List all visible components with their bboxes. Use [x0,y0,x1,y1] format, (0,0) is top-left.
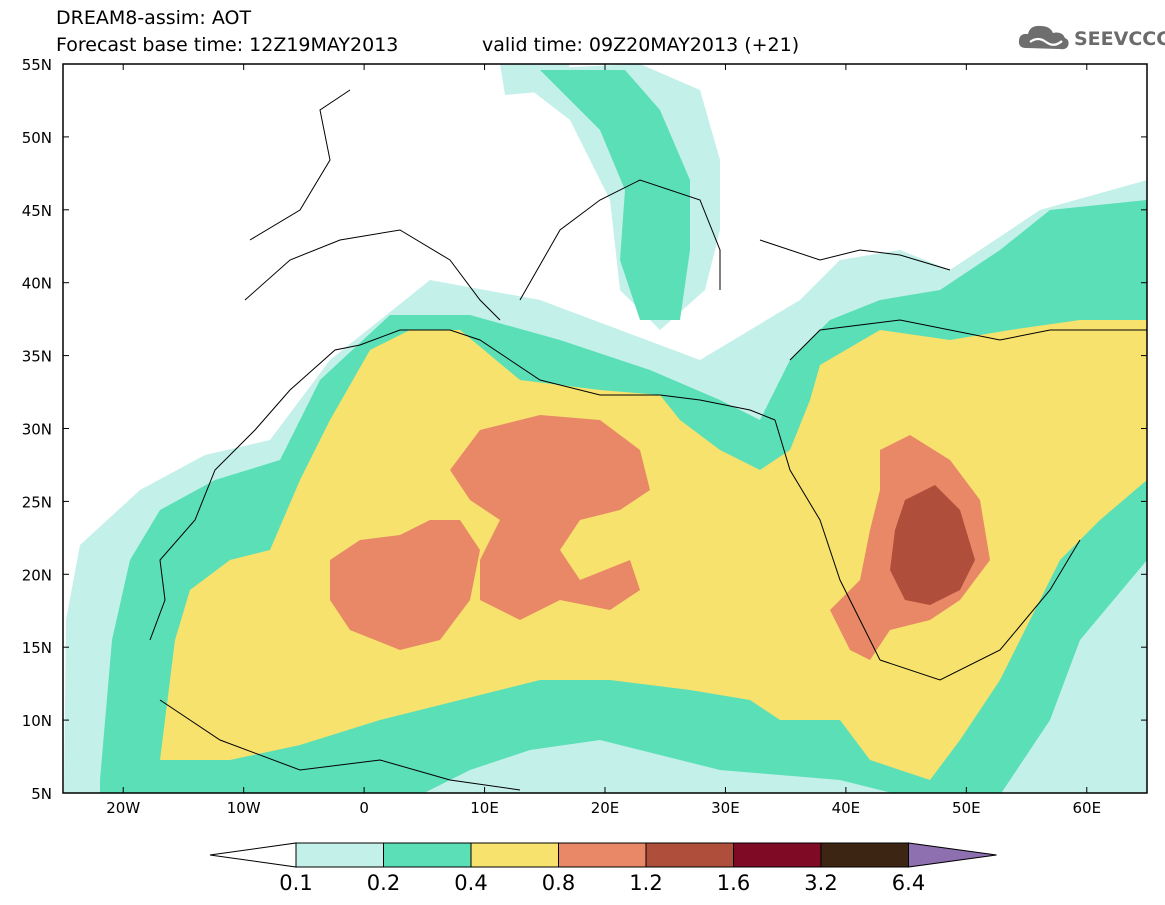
lon-label: 10E [470,799,499,817]
lat-label: 15N [22,639,52,657]
colorbar-swatch [470,842,559,868]
lat-label: 40N [22,275,52,293]
lat-label: 5N [31,785,52,803]
longitude-labels: 20W 10W 0 10E 20E 30E 40E 50E 60E [106,799,1101,817]
colorbar-label: 0.4 [454,871,488,895]
colorbar-over-arrow [908,842,997,868]
lon-label: 20W [106,799,140,817]
colorbar-swatch [295,842,384,868]
colorbar-label: 1.6 [716,871,751,895]
lat-label: 50N [22,129,52,147]
lat-label: 10N [22,712,52,730]
lon-label: 0 [359,799,369,817]
colorbar-label: 3.2 [804,871,838,895]
lon-label: 30E [711,799,740,817]
lat-label: 35N [22,348,52,366]
colorbar-label: 6.4 [891,871,926,895]
lon-label: 10W [227,799,261,817]
axis-ticks [63,63,1147,794]
title-line-1: DREAM8-assim: AOT [56,7,252,29]
colorbar-label: 0.2 [366,871,401,895]
coastlines [149,89,1147,791]
colorbar-label: 0.8 [541,871,576,895]
aot-band-0.8 [450,415,650,620]
colorbar-label: 1.2 [629,871,663,895]
aot-band-0.8 [330,520,480,650]
aot-field [63,64,1147,793]
colorbar-swatch [383,842,472,868]
colorbar-label: 0.1 [279,871,313,895]
lat-label: 20N [22,566,52,584]
title-line-3: valid time: 09Z20MAY2013 (+21) [482,34,800,56]
aot-band-1.2 [890,485,975,605]
lon-label: 60E [1072,799,1101,817]
colorbar-swatch [645,842,734,868]
colorbar [209,842,997,868]
lat-label: 55N [22,56,52,74]
colorbar-swatch [558,842,647,868]
colorbar-under-arrow [209,842,297,868]
lat-label: 30N [22,421,52,439]
aot-band-0.2 [540,70,690,320]
lon-label: 20E [591,799,620,817]
title-line-2: Forecast base time: 12Z19MAY2013 [56,34,399,56]
logo-text: SEEVCCC [1074,28,1165,50]
seevccc-logo: SEEVCCC [1016,20,1165,56]
lon-label: 40E [832,799,861,817]
lon-label: 50E [952,799,981,817]
cloud-icon [1018,25,1069,50]
lat-label: 25N [22,493,52,511]
aot-band-0.4 [160,320,1147,780]
latitude-labels: 55N 50N 45N 40N 35N 30N 25N 20N 15N 10N 5N [22,56,52,803]
colorbar-swatch [733,842,822,868]
colorbar-swatch [820,842,909,868]
lat-label: 45N [22,202,52,220]
